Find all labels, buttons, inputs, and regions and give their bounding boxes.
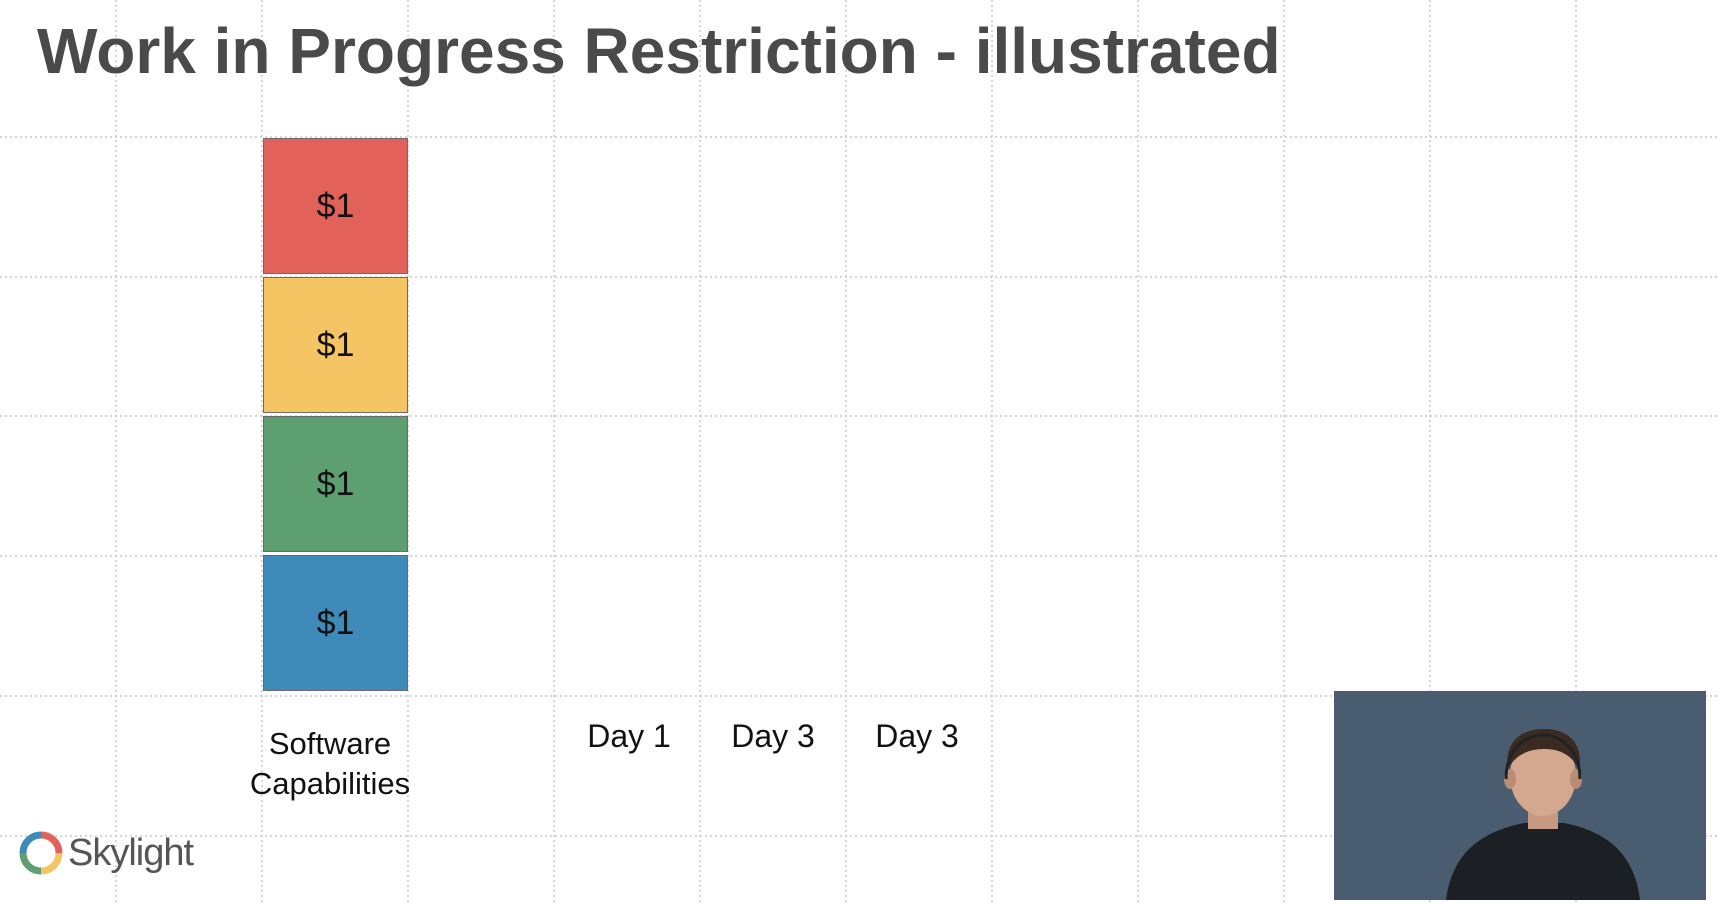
capability-block-green: $1 (263, 416, 408, 552)
column-label-day-3b: Day 3 (875, 718, 959, 754)
column-label-day-1: Day 1 (587, 718, 671, 754)
capability-block-red: $1 (263, 138, 408, 274)
caption-line-2: Capabilities (249, 766, 411, 801)
block-value: $1 (316, 464, 355, 503)
block-value: $1 (316, 186, 355, 225)
caption-line-1: Software (268, 726, 392, 761)
block-value: $1 (316, 325, 355, 364)
logo-text: Skylight (68, 831, 194, 874)
capability-caption: Software Capabilities (230, 724, 430, 804)
block-value: $1 (316, 603, 355, 642)
skylight-logo: Skylight (18, 828, 194, 878)
capability-block-yellow: $1 (263, 277, 408, 413)
column-label-day-3a: Day 3 (731, 718, 815, 754)
presenter-silhouette (1334, 691, 1706, 900)
capability-block-blue: $1 (263, 555, 408, 691)
slide-title: Work in Progress Restriction - illustrat… (37, 15, 1281, 87)
logo-ring-icon (19, 831, 63, 875)
webcam-video (1334, 691, 1706, 900)
